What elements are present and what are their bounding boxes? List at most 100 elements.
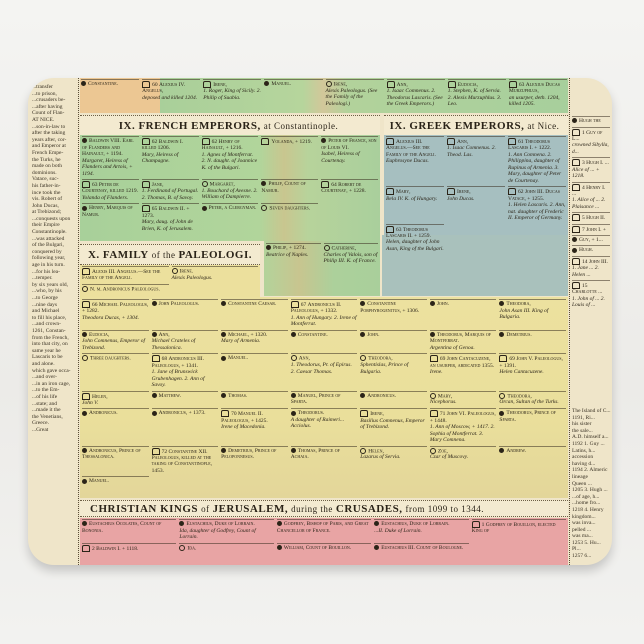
paleologi-entries: 66 Michael Paleologus, + 1282. Theodora D… xyxy=(82,299,566,485)
genealogy-entry: Eustachius, Duke of Lorrain. Ida, daughte… xyxy=(179,519,274,541)
person-name: Eustachius, Duke of Lorrain. xyxy=(381,521,450,527)
french-entries-lower: Philip, + 1274. Beatrice of Naples. Cather… xyxy=(266,243,378,265)
genealogy-entry: 64 Robert de Courtenay, + 1228. xyxy=(321,179,378,195)
person-name: Catherine, xyxy=(331,245,357,252)
person-name: Theodorus Lascaris I. + 1222. xyxy=(508,138,552,152)
french-region-lower xyxy=(264,241,380,296)
genealogy-entry: 69 John Cantacuzene, an usurper, abdicat… xyxy=(429,353,497,375)
text-line: AT NICE. xyxy=(32,116,55,123)
genealogy-entry: 2 Baldwin I. + 1118. xyxy=(82,542,177,552)
person-detail: Irene of Macedonia. xyxy=(221,424,266,431)
person-name: Eustachius III. Count of Boulogne. xyxy=(381,544,464,551)
person-detail: ...II. Duke of Lorrain. xyxy=(374,527,422,534)
person-name: Philip, Count of Namur. xyxy=(261,181,306,194)
dot-icon xyxy=(82,478,87,484)
person-name: Constantine XII. Paleologus, killed at t… xyxy=(151,448,213,474)
person-detail: 1. Bouchard of Avesne. 2. William of Dam… xyxy=(201,187,258,201)
reign-number: 66 xyxy=(92,301,99,308)
reign-number: 67 xyxy=(300,301,308,308)
person-detail: 1. John of ... 2. Louis of ... xyxy=(572,295,605,309)
crown-icon xyxy=(386,188,394,196)
crown-icon xyxy=(429,410,438,418)
genealogy-entry: 72 Constantine XII. Paleologus, killed a… xyxy=(151,445,219,475)
person-name: Alexis III. Angelus.—See the Family of t… xyxy=(82,268,161,282)
reign-number: 71 xyxy=(439,411,447,418)
genealogy-entry: 69 John V. Paleologus, + 1391. Helen Cant… xyxy=(499,353,566,375)
dot-icon xyxy=(151,410,157,416)
person-name: Andronicus, + 1373. xyxy=(158,410,206,417)
person-detail: Helen, daughter of John Asan, King of th… xyxy=(386,239,444,252)
person-name: Theodora, xyxy=(506,301,531,307)
genealogy-entry: 67 Andronicus II. Paleologus, + 1332. 1. … xyxy=(290,299,358,328)
person-name: Peter de Courtenay, killed 1219. xyxy=(82,181,138,195)
text-line: of the Bulgari, xyxy=(32,242,64,249)
person-detail: 1. Ann of Moscow, + 1417. 2. Sophia of M… xyxy=(429,424,495,444)
person-name: Ann, xyxy=(158,331,170,338)
crown-icon xyxy=(572,128,580,136)
dot-icon xyxy=(499,301,505,307)
crown-icon xyxy=(572,282,580,290)
genealogy-entry: Andronicus. xyxy=(82,408,149,417)
crown-icon xyxy=(447,188,455,196)
top-strip-orange xyxy=(80,78,160,113)
title-part: from 1099 to 1344. xyxy=(405,503,484,514)
genealogy-entry: Demetrius. xyxy=(499,329,566,339)
dot-icon xyxy=(221,355,227,361)
text-line: was inva... xyxy=(572,520,596,527)
dot-icon xyxy=(321,138,327,144)
genealogy-entry: Theodorus, Prince of Sparta. xyxy=(499,408,566,423)
crown-icon xyxy=(360,410,369,418)
ring-icon xyxy=(82,285,88,292)
genealogy-entry: Godfrey, Bishop of Paris, and Great Chan… xyxy=(276,519,372,534)
text-line: into that city, on xyxy=(32,341,68,348)
text-line: ...and crown- xyxy=(32,321,62,328)
paleologi-title: X. FAMILY of the PALEOLOGI. xyxy=(80,244,260,265)
text-line: his father-in- xyxy=(32,182,61,189)
crown-icon xyxy=(508,188,516,196)
crown-icon xyxy=(221,410,230,418)
text-line: the Venetians, xyxy=(32,413,63,420)
crown-icon xyxy=(386,225,394,233)
text-line: 1253 5. Hu... xyxy=(572,539,601,546)
greek-region-lower xyxy=(382,235,568,296)
person-name: Jane, xyxy=(151,181,164,188)
person-detail: an usurper, deth. 1204, killed 1205. xyxy=(508,94,560,108)
person-name: Godfrey of Bouillon, elected King of xyxy=(471,521,556,535)
genealogy-entry: 63 Theodorus Lascaris II. + 1259. Helen, … xyxy=(386,223,444,253)
person-detail: Ida, daughter of Godfrey, Count of Lorra… xyxy=(179,527,256,541)
genealogy-entry: Andronicus. xyxy=(360,390,427,400)
genealogy-entry: 7 John I. + xyxy=(572,223,610,233)
text-line: to fill his place, xyxy=(32,314,67,321)
text-line: pelled ... xyxy=(572,526,591,533)
text-line: Greece. xyxy=(32,420,49,427)
person-detail: Yolanda of Flanders. xyxy=(82,194,129,201)
genealogy-entry: Andronicus, + 1373. xyxy=(151,408,219,417)
dot-icon xyxy=(499,332,505,337)
crown-icon xyxy=(261,138,270,145)
person-name: John. xyxy=(367,331,380,338)
dot-icon xyxy=(429,332,435,337)
person-detail: John Comnenus, Emperor of Trebizond. xyxy=(82,338,146,351)
person-name: Philip, + 1274. xyxy=(273,245,306,251)
dot-icon xyxy=(572,247,577,253)
person-detail: Sphentislas, Prince of Bulgaria. xyxy=(360,362,409,375)
person-detail: Mary, Heiress of Champagne. xyxy=(141,151,179,165)
genealogy-entry: Manuel. xyxy=(221,353,288,362)
text-line: which gave occa- xyxy=(32,367,71,374)
crown-icon xyxy=(142,81,151,88)
title-end: PALEOLOGI. xyxy=(178,248,253,261)
person-name: Irene, xyxy=(370,411,384,418)
genealogy-entry: John. xyxy=(429,299,497,308)
text-line: ...state; and xyxy=(32,400,58,407)
reign-number: 69 xyxy=(439,356,447,363)
jerusalem-entries: Eustachius Ocolates, Count of Bononia. Eu… xyxy=(82,519,566,552)
person-detail: 1. Jane of Brunswick Grubenhagen. 2. Ann… xyxy=(151,369,205,389)
genealogy-entry: Yolanda, + 1219. xyxy=(261,136,319,145)
reign-number: 63 xyxy=(518,81,526,88)
genealogy-entry: Andrew. xyxy=(499,445,566,455)
genealogy-entry: Michael, + 1320. Mary of Armenia. xyxy=(221,329,288,345)
person-name: John I. + xyxy=(586,226,606,233)
genealogy-entry: Constantine. xyxy=(81,79,140,88)
person-name: Constantine. xyxy=(88,81,119,87)
title-part: of xyxy=(201,503,210,514)
